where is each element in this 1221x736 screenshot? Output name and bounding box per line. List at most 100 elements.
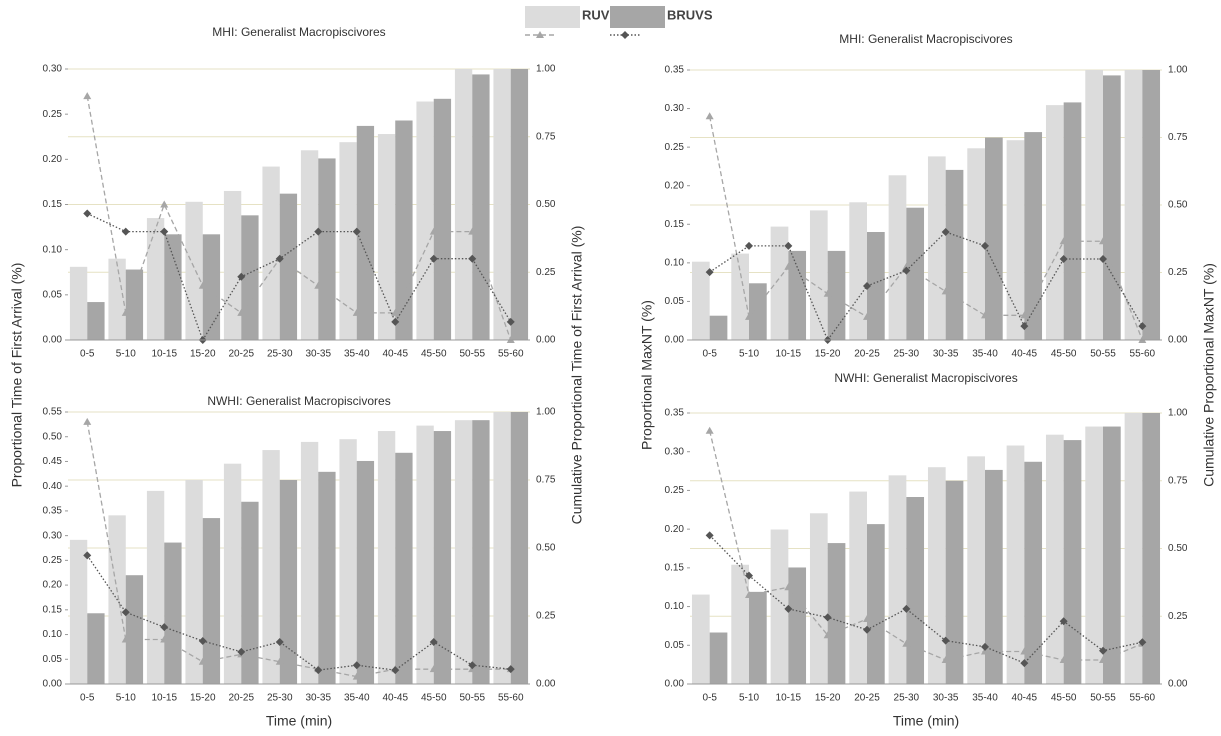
y-tick-label: 0.20 xyxy=(665,524,685,535)
x-tick-label: 5-10 xyxy=(739,349,759,360)
point-marker xyxy=(706,112,714,119)
bar xyxy=(378,431,395,684)
bar xyxy=(511,412,528,684)
y-tick-label: 0.00 xyxy=(43,335,63,346)
bar xyxy=(1024,132,1042,340)
y2-tick-label: 0.50 xyxy=(536,199,556,210)
bar xyxy=(339,439,356,684)
y2-tick-label: 0.50 xyxy=(1168,200,1188,211)
bar xyxy=(828,543,846,684)
bar xyxy=(108,259,125,340)
x-tick-label: 55-60 xyxy=(498,693,524,704)
bar xyxy=(1103,427,1121,684)
x-tick-label: 25-30 xyxy=(894,693,920,704)
y-tick-label: 0.05 xyxy=(665,296,685,307)
y2-tick-label: 1.00 xyxy=(1168,65,1188,76)
x-tick-label: 10-15 xyxy=(151,693,177,704)
x-axis-label: Time (min) xyxy=(893,713,959,729)
y-tick-label: 0.05 xyxy=(665,640,685,651)
y2-tick-label: 1.00 xyxy=(1168,408,1188,419)
bar xyxy=(493,412,510,684)
x-tick-label: 15-20 xyxy=(815,693,841,704)
bar xyxy=(889,175,907,340)
bar xyxy=(416,426,433,684)
y-tick-label: 0.20 xyxy=(665,180,685,191)
x-tick-label: 15-20 xyxy=(190,349,216,360)
y-tick-label: 0.05 xyxy=(43,654,63,665)
y-tick-label: 0.25 xyxy=(665,142,685,153)
bar xyxy=(906,208,924,340)
y-tick-label: 0.10 xyxy=(43,629,63,640)
y-tick-label: 0.25 xyxy=(665,485,685,496)
x-tick-label: 10-15 xyxy=(776,693,802,704)
x-tick-label: 50-55 xyxy=(459,693,485,704)
x-tick-label: 35-40 xyxy=(972,693,998,704)
bar xyxy=(301,442,318,684)
y-tick-label: 0.45 xyxy=(43,456,63,467)
bar xyxy=(710,316,728,340)
y-tick-label: 0.10 xyxy=(665,601,685,612)
bar xyxy=(810,210,828,340)
bar xyxy=(126,575,143,684)
bar xyxy=(262,167,279,340)
bar xyxy=(318,472,335,684)
y-tick-label: 0.00 xyxy=(665,679,685,690)
bar xyxy=(749,592,767,684)
x-tick-label: 0-5 xyxy=(702,693,717,704)
bar xyxy=(511,69,528,340)
x-tick-label: 25-30 xyxy=(894,349,920,360)
point-marker xyxy=(83,418,91,425)
chart-title: MHI: Generalist Macropiscivores xyxy=(212,25,385,39)
y-tick-label: 0.30 xyxy=(665,103,685,114)
y2-tick-label: 0.75 xyxy=(1168,475,1188,486)
x-tick-label: 40-45 xyxy=(1012,693,1038,704)
y2-tick-label: 0.25 xyxy=(536,267,556,278)
x-tick-label: 15-20 xyxy=(815,349,841,360)
bar xyxy=(771,227,789,340)
y2-tick-label: 0.00 xyxy=(536,335,556,346)
bar xyxy=(749,283,767,340)
bar xyxy=(357,461,374,684)
bar xyxy=(70,267,87,340)
bar xyxy=(416,102,433,340)
bar xyxy=(185,480,202,684)
y2-tick-label: 0.50 xyxy=(536,543,556,554)
y2-axis-label: Cumulative Proportional MaxNT (%) xyxy=(1201,263,1217,487)
y2-tick-label: 0.25 xyxy=(1168,267,1188,278)
bar xyxy=(946,170,964,340)
bar xyxy=(147,218,164,340)
x-tick-label: 35-40 xyxy=(344,693,370,704)
y-tick-label: 0.25 xyxy=(43,555,63,566)
bar xyxy=(280,194,297,340)
y-tick-label: 0.05 xyxy=(43,289,63,300)
bar xyxy=(810,513,828,684)
bar xyxy=(906,497,924,684)
x-tick-label: 55-60 xyxy=(1130,693,1156,704)
y2-tick-label: 0.00 xyxy=(1168,335,1188,346)
x-tick-label: 45-50 xyxy=(1051,693,1077,704)
legend-swatch xyxy=(525,6,580,28)
x-axis-label: Time (min) xyxy=(266,713,332,729)
bar xyxy=(203,518,220,684)
y2-tick-label: 0.75 xyxy=(1168,132,1188,143)
y-tick-label: 0.25 xyxy=(43,109,63,120)
bar xyxy=(867,524,885,684)
y2-tick-label: 0.00 xyxy=(536,679,556,690)
figure: MHI: Generalist MacropiscivoresProportio… xyxy=(0,0,1221,736)
bar xyxy=(164,543,181,684)
x-tick-label: 30-35 xyxy=(305,349,331,360)
y2-tick-label: 1.00 xyxy=(536,407,556,418)
y-tick-label: 0.15 xyxy=(43,199,63,210)
bar xyxy=(378,134,395,340)
x-tick-label: 25-30 xyxy=(267,693,293,704)
x-tick-label: 5-10 xyxy=(739,693,759,704)
x-tick-label: 50-55 xyxy=(459,349,485,360)
bar xyxy=(164,234,181,340)
bar xyxy=(771,530,789,684)
y-tick-label: 0.10 xyxy=(665,257,685,268)
y2-tick-label: 1.00 xyxy=(536,64,556,75)
bar xyxy=(1085,427,1103,684)
bar xyxy=(395,453,412,684)
y-tick-label: 0.55 xyxy=(43,407,63,418)
bar xyxy=(985,138,1003,341)
